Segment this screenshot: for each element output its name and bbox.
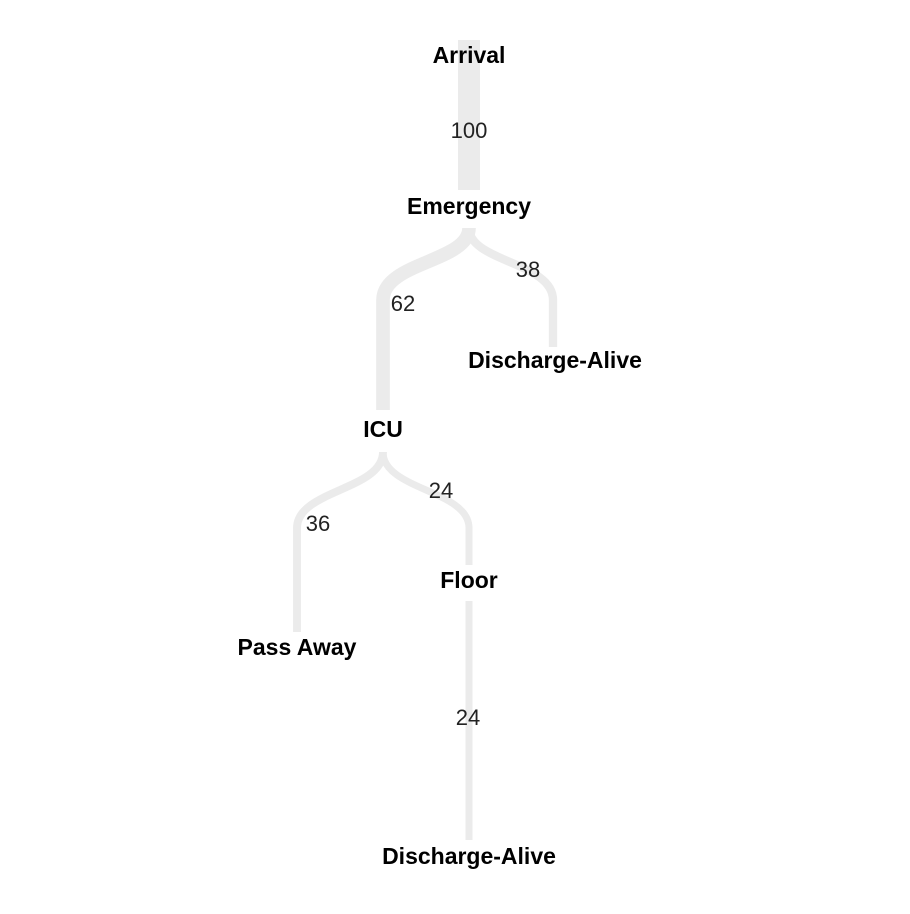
flow-value-label-icu-floor: 24 <box>429 478 453 503</box>
node-label-icu: ICU <box>363 416 403 442</box>
flow-value-labels: 100 62 38 36 24 24 <box>306 118 540 730</box>
node-label-floor: Floor <box>440 567 498 593</box>
node-label-pass-away: Pass Away <box>238 634 357 660</box>
node-label-discharge-alive-2: Discharge-Alive <box>382 843 556 869</box>
flow-link-emergency-discharge <box>464 227 558 347</box>
node-label-discharge-alive-1: Discharge-Alive <box>468 347 642 373</box>
flow-value-label-emergency-icu: 62 <box>391 291 415 316</box>
flow-node-labels: Arrival Emergency Discharge-Alive ICU Floor P… <box>238 42 642 869</box>
flow-links <box>293 40 558 840</box>
flow-value-label-emergency-discharge: 38 <box>516 257 540 282</box>
flow-value-label-floor-discharge: 24 <box>456 705 480 730</box>
flow-value-label-arrival-emergency: 100 <box>451 118 488 143</box>
node-label-arrival: Arrival <box>433 42 506 68</box>
flow-link-icu-floor <box>379 451 473 565</box>
node-label-emergency: Emergency <box>407 193 531 219</box>
flow-value-label-icu-pass-away: 36 <box>306 511 330 536</box>
flow-link-emergency-icu <box>376 226 476 410</box>
flow-link-icu-pass-away <box>293 451 387 632</box>
